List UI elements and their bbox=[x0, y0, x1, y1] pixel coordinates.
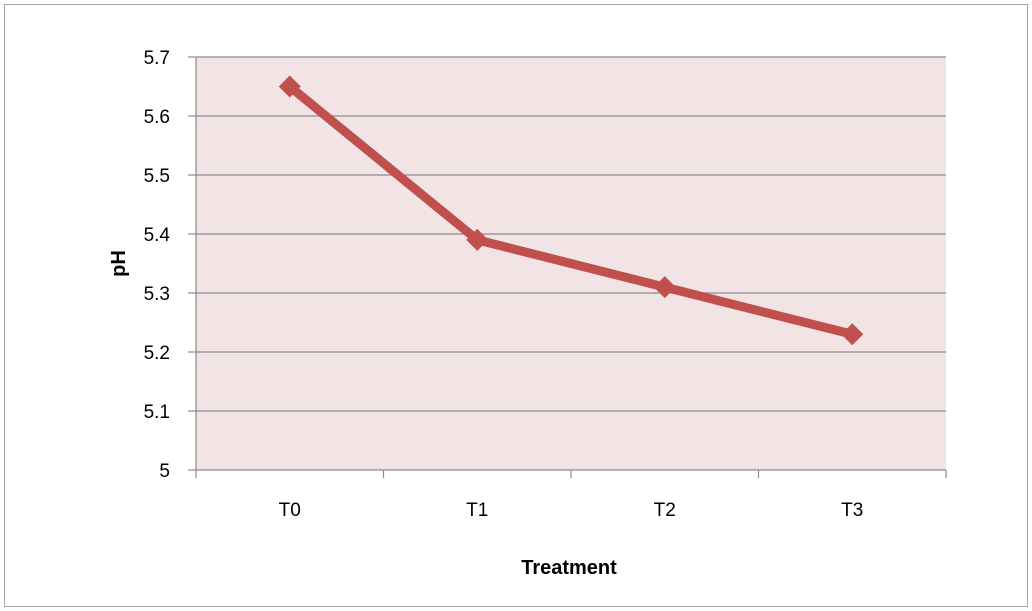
data-point-marker bbox=[653, 276, 676, 299]
y-tick-labels: 5 5.1 5.2 5.3 5.4 5.5 5.6 5.7 bbox=[144, 48, 171, 482]
y-tick-label: 5.2 bbox=[144, 343, 170, 364]
y-tick-label: 5.6 bbox=[144, 107, 170, 128]
data-point-marker bbox=[278, 75, 301, 98]
y-tick-label: 5.5 bbox=[144, 166, 170, 187]
y-tick-label: 5.1 bbox=[144, 402, 170, 423]
y-tick-label: 5.4 bbox=[144, 225, 171, 246]
series-line bbox=[285, 82, 857, 339]
x-axis-title: Treatment bbox=[521, 557, 617, 579]
axes bbox=[188, 56, 947, 478]
y-axis-title: pH bbox=[108, 250, 130, 277]
y-tick-label: 5 bbox=[159, 461, 170, 482]
y-tick-label: 5.3 bbox=[144, 284, 170, 305]
series-layer bbox=[278, 75, 864, 346]
data-point-marker bbox=[466, 228, 489, 251]
x-tick-label: T0 bbox=[279, 500, 301, 521]
x-tick-label: T2 bbox=[654, 500, 676, 521]
x-tick-label: T1 bbox=[466, 500, 488, 521]
x-tick-label: T3 bbox=[841, 500, 863, 521]
x-tick-labels: T0 T1 T2 T3 bbox=[279, 500, 864, 521]
data-point-marker bbox=[841, 323, 864, 346]
y-tick-label: 5.7 bbox=[144, 48, 170, 69]
